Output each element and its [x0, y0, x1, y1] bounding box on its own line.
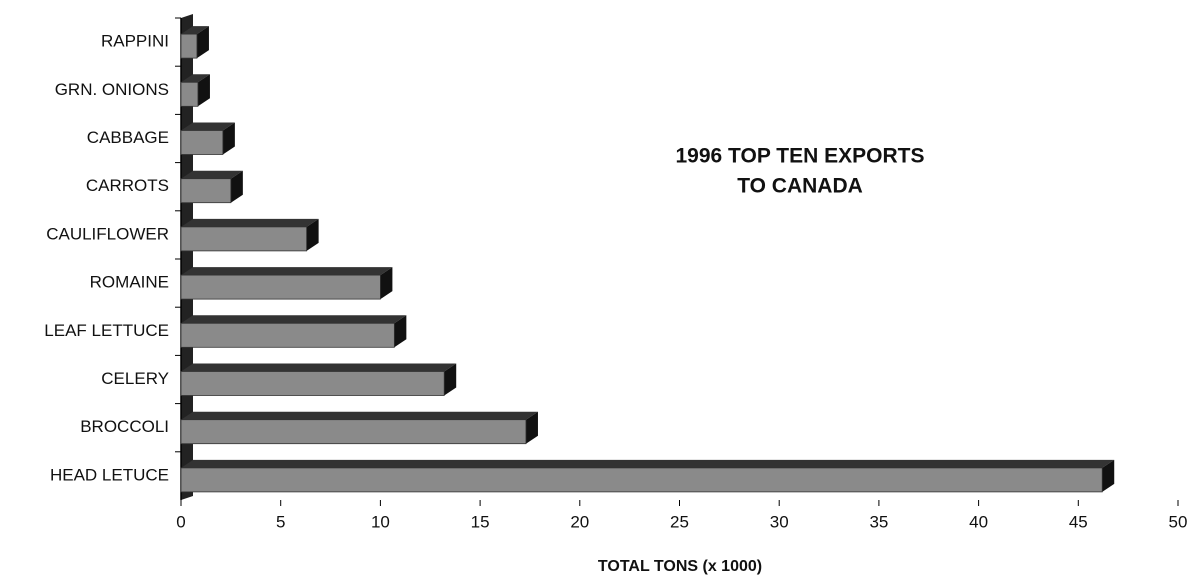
y-tick-label: CAULIFLOWER: [46, 224, 169, 243]
x-tick-label: 35: [869, 512, 888, 531]
bar-top: [181, 170, 243, 179]
x-tick-label: 50: [1169, 512, 1188, 531]
y-tick-label: ROMAINE: [90, 273, 169, 292]
bar-side: [1102, 459, 1115, 492]
x-tick-label: 25: [670, 512, 689, 531]
bar-side: [525, 411, 538, 444]
bar-top: [181, 411, 538, 420]
y-tick-label: LEAF LETTUCE: [44, 321, 169, 340]
y-tick-label: CABBAGE: [87, 128, 169, 147]
bar: [180, 226, 308, 252]
y-tick-label: HEAD LETUCE: [50, 465, 169, 484]
chart-title: TO CANADA: [737, 175, 863, 198]
bar-side: [306, 218, 319, 251]
x-tick-label: 15: [471, 512, 490, 531]
bar: [180, 33, 198, 59]
bar-side: [380, 267, 393, 300]
bar-top: [181, 459, 1115, 468]
bar-side: [444, 363, 457, 396]
bar-top: [181, 315, 407, 324]
x-tick-label: 20: [570, 512, 589, 531]
bar: [180, 81, 199, 107]
bar: [180, 274, 381, 300]
x-axis-label: TOTAL TONS (x 1000): [598, 558, 762, 575]
bar: [180, 371, 445, 396]
bar-side: [230, 170, 243, 203]
bar-top: [181, 122, 235, 131]
bar-top: [181, 26, 209, 35]
bar-side: [222, 122, 235, 155]
x-tick-label: 30: [770, 512, 789, 531]
bar: [180, 467, 1103, 493]
y-tick-label: GRN. ONIONS: [55, 80, 169, 99]
bar-side: [394, 315, 407, 348]
bar: [180, 178, 232, 204]
y-tick-label: RAPPINI: [101, 32, 169, 51]
bar: [180, 130, 224, 155]
bar-top: [181, 74, 210, 83]
bar-top: [181, 267, 393, 276]
bar: [180, 322, 395, 348]
bar: [180, 419, 527, 445]
bar-top: [181, 363, 457, 372]
y-tick-label: CARROTS: [86, 176, 169, 195]
x-tick-label: 10: [371, 512, 390, 531]
x-tick-label: 40: [969, 512, 988, 531]
bar-top: [181, 218, 319, 227]
x-tick-label: 45: [1069, 512, 1088, 531]
chart-title: 1996 TOP TEN EXPORTS: [676, 145, 925, 168]
y-tick-label: CELERY: [101, 369, 169, 388]
bar-side: [196, 26, 209, 59]
x-tick-label: 0: [176, 512, 185, 531]
bar-side: [197, 74, 210, 107]
y-tick-label: BROCCOLI: [80, 417, 169, 436]
x-tick-label: 5: [276, 512, 285, 531]
